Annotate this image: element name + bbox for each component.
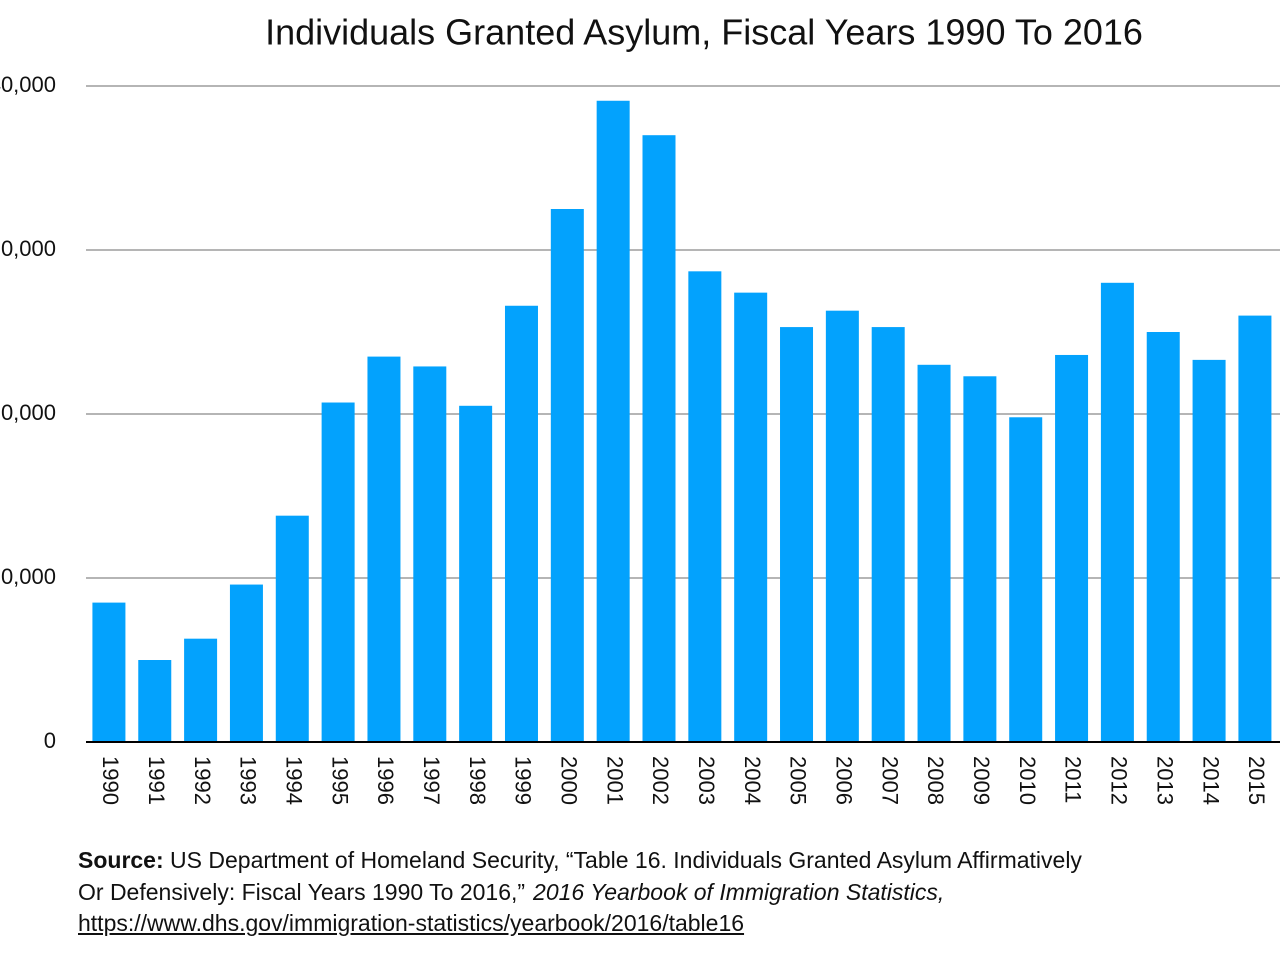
bar	[825, 310, 859, 742]
source-text: US Department of Homeland Security, “Tab…	[170, 847, 1082, 873]
bar	[1192, 359, 1226, 742]
bar	[321, 402, 355, 742]
x-tick-label: 1995	[327, 756, 352, 805]
bar	[550, 209, 584, 742]
x-tick-label: 1999	[511, 756, 536, 805]
bar	[138, 660, 172, 742]
y-tick-label: 10,000	[0, 564, 56, 589]
bar	[229, 584, 263, 742]
source-line: https://www.dhs.gov/immigration-statisti…	[78, 908, 1280, 940]
x-tick-label: 2004	[740, 756, 765, 805]
x-tick-label: 1991	[144, 756, 169, 805]
x-tick-label: 2009	[969, 756, 994, 805]
chart: Individuals Granted Asylum, Fiscal Years…	[0, 12, 1280, 805]
x-tick-label: 1993	[236, 756, 261, 805]
x-tick-label: 2005	[786, 756, 811, 805]
bar	[1009, 417, 1043, 742]
y-tick-label: 40,000	[0, 72, 56, 97]
source-publication: 2016 Yearbook of Immigration Statistics,	[533, 878, 945, 905]
bar	[459, 405, 493, 742]
bar	[413, 366, 447, 742]
x-tick-label: 1996	[373, 756, 398, 805]
x-tick-label: 1992	[190, 756, 215, 805]
x-tick-label: 2001	[602, 756, 627, 805]
y-tick-label: 20,000	[0, 400, 56, 425]
x-tick-label: 1998	[465, 756, 490, 805]
x-tick-label: 1994	[281, 756, 306, 805]
x-tick-label: 2013	[1152, 756, 1177, 805]
bar	[92, 602, 126, 742]
x-tick-label: 2010	[1015, 756, 1040, 805]
x-tick-label: 2003	[694, 756, 719, 805]
source: Source: US Department of Homeland Securi…	[78, 845, 1280, 940]
bar	[917, 364, 951, 742]
bar	[1238, 315, 1272, 742]
x-tick-label: 2008	[923, 756, 948, 805]
bar	[367, 356, 401, 742]
bar	[963, 376, 997, 742]
x-tick-label: 2002	[648, 756, 673, 805]
bar	[1100, 282, 1134, 742]
source-text: Or Defensively: Fiscal Years 1990 To 201…	[78, 878, 526, 905]
x-tick-label: 2006	[832, 756, 857, 805]
x-tick-label: 2012	[1107, 756, 1132, 805]
y-tick-label: 30,000	[0, 236, 56, 261]
bar	[184, 638, 218, 742]
bar	[1146, 332, 1180, 742]
bar	[734, 292, 768, 742]
chart-title: Individuals Granted Asylum, Fiscal Years…	[265, 12, 1143, 53]
source-url[interactable]: https://www.dhs.gov/immigration-statisti…	[78, 910, 745, 936]
bar	[871, 327, 905, 742]
x-tick-label: 2007	[877, 756, 902, 805]
x-tick-label: 1997	[419, 756, 444, 805]
x-tick-label: 2015	[1244, 756, 1269, 805]
source-label: Source:	[78, 847, 164, 873]
bar	[642, 135, 676, 742]
bar	[275, 515, 309, 742]
bar	[688, 271, 722, 742]
bar	[1055, 354, 1089, 742]
x-tick-label: 2014	[1198, 756, 1223, 805]
bar	[504, 305, 538, 742]
x-tick-label: 2011	[1061, 756, 1086, 803]
bar	[780, 327, 814, 742]
bar	[596, 100, 630, 742]
y-tick-label: 0	[44, 728, 56, 753]
source-line: Source: US Department of Homeland Securi…	[78, 845, 1280, 877]
x-tick-label: 1990	[98, 756, 123, 805]
x-tick-label: 2000	[557, 756, 582, 805]
source-line: Or Defensively: Fiscal Years 1990 To 201…	[78, 877, 1280, 909]
